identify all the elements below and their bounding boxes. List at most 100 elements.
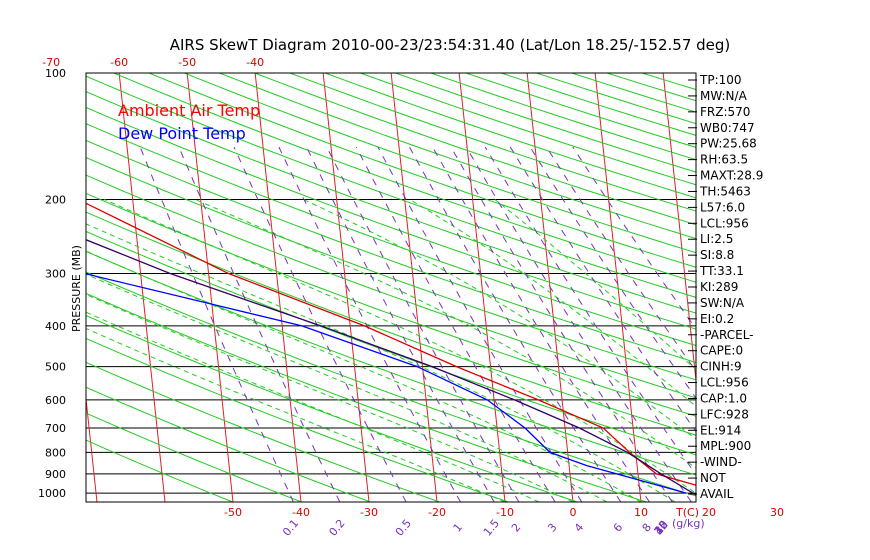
moist-adiabat-line bbox=[86, 311, 540, 502]
mixing-ratio-line bbox=[572, 146, 696, 330]
dry-adiabat-line bbox=[86, 139, 696, 364]
dry-adiabat-line bbox=[395, 73, 696, 173]
index-label: TP:100 bbox=[699, 73, 742, 87]
bottom-temp-tick-label: -50 bbox=[224, 506, 242, 519]
top-temp-tick-label: -70 bbox=[42, 56, 60, 69]
mixing-ratio-tick-label: 1.5 bbox=[481, 517, 502, 539]
dry-adiabat-line bbox=[86, 211, 696, 436]
index-label: MPL:900 bbox=[700, 439, 751, 453]
index-label: SW:N/A bbox=[700, 296, 745, 310]
top-temp-tick-label: -40 bbox=[246, 56, 264, 69]
mixing-ratio-line bbox=[432, 146, 650, 502]
pressure-tick-label: 1000 bbox=[38, 487, 66, 500]
dry-adiabat-line bbox=[86, 192, 696, 417]
mixing-ratio-tick-label: 6 bbox=[611, 521, 625, 535]
dry-adiabat-line bbox=[86, 123, 696, 347]
moist-adiabat-line bbox=[86, 293, 574, 502]
index-label: AVAIL bbox=[700, 487, 734, 501]
mixing-ratio-line bbox=[509, 146, 696, 433]
legend-ambient-air-temp: Ambient Air Temp bbox=[118, 101, 260, 120]
index-label: LFC:928 bbox=[700, 407, 749, 421]
mixing-ratio-line bbox=[484, 146, 696, 476]
mixing-ratio-line bbox=[178, 146, 341, 502]
axis-labels: 1002003004005006007008009001000-120-110-… bbox=[38, 56, 784, 539]
bottom-temp-tick-label: -20 bbox=[428, 506, 446, 519]
index-label: NOT bbox=[700, 471, 726, 485]
bottom-temp-tick-label: 10 bbox=[634, 506, 648, 519]
index-label: CINH:9 bbox=[700, 360, 742, 374]
moist-adiabat-line bbox=[494, 199, 696, 371]
mixing-ratio-line bbox=[377, 146, 583, 502]
mixing-ratio-tick-label: 0.5 bbox=[393, 517, 414, 539]
index-label: FRZ:570 bbox=[700, 105, 750, 119]
dry-adiabat-line bbox=[360, 73, 696, 186]
moist-adiabat-line bbox=[104, 199, 696, 494]
series-dew-point-temp bbox=[86, 273, 687, 494]
pressure-tick-label: 400 bbox=[45, 320, 66, 333]
dry-adiabat-line bbox=[219, 73, 696, 240]
isotherm-line bbox=[799, 73, 845, 502]
dry-adiabat-line bbox=[86, 412, 302, 502]
mixing-ratio-line bbox=[233, 146, 407, 502]
dry-adiabat-line bbox=[86, 75, 696, 298]
dry-adiabat-line bbox=[86, 106, 696, 330]
index-label: CAPE:0 bbox=[700, 344, 743, 358]
index-label: LCL:956 bbox=[700, 216, 749, 230]
bottom-temp-tick-label: 30 bbox=[770, 506, 784, 519]
moist-adiabat-line bbox=[86, 250, 642, 502]
dry-adiabat-line bbox=[430, 73, 696, 161]
moist-adiabat-line bbox=[303, 199, 696, 440]
dry-adiabat-line bbox=[86, 337, 509, 502]
index-label: TT:33.1 bbox=[699, 264, 744, 278]
dry-adiabat-line bbox=[465, 73, 696, 148]
moist-adiabat-line bbox=[409, 199, 696, 408]
bottom-temp-tick-label: -40 bbox=[292, 506, 310, 519]
mixing-ratio-tick-label: 1 bbox=[451, 521, 465, 535]
index-label: MAXT:28.9 bbox=[700, 169, 763, 183]
dry-adiabat-line bbox=[324, 73, 696, 199]
dry-adiabat-line bbox=[86, 315, 578, 502]
index-label: -PARCEL- bbox=[700, 328, 754, 342]
mixing-ratio-tick-label: 4 bbox=[572, 521, 586, 535]
isotherm-line bbox=[390, 73, 438, 502]
isotherm-line bbox=[0, 73, 29, 502]
dry-adiabat-line bbox=[86, 174, 696, 399]
index-label: SI:8.8 bbox=[700, 248, 734, 262]
profile-series bbox=[86, 202, 696, 496]
pressure-tick-label: 600 bbox=[45, 394, 66, 407]
bottom-temp-tick-label: -30 bbox=[360, 506, 378, 519]
isotherm-line bbox=[594, 73, 642, 502]
index-label: TH:5463 bbox=[699, 184, 751, 198]
dry-adiabat-line bbox=[289, 73, 696, 212]
mixing-ratio-unit-label: (g/kg) bbox=[672, 517, 705, 530]
dry-adiabat-line bbox=[184, 73, 696, 254]
pressure-tick-label: 900 bbox=[45, 468, 66, 481]
dry-adiabat-line bbox=[86, 271, 696, 497]
index-label: L57:6.0 bbox=[700, 200, 745, 214]
pressure-tick-label: 100 bbox=[45, 67, 66, 80]
moist-adiabat-line bbox=[86, 273, 608, 502]
moist-adiabat-line bbox=[195, 199, 696, 469]
index-label: KI:289 bbox=[700, 280, 738, 294]
legend-dew-point-temp: Dew Point Temp bbox=[118, 124, 246, 143]
mixing-ratio-line bbox=[546, 146, 696, 372]
bottom-temp-tick-label: 0 bbox=[570, 506, 577, 519]
pressure-tick-label: 300 bbox=[45, 267, 66, 280]
pressure-tick-label: 200 bbox=[45, 193, 66, 206]
series-parcel-profile bbox=[86, 239, 696, 496]
dry-adiabat-line bbox=[254, 73, 696, 226]
mixing-ratio-line bbox=[450, 146, 673, 502]
index-label: LCL:956 bbox=[700, 376, 749, 390]
temp-unit-label: T(C) bbox=[675, 506, 699, 519]
grid-lines bbox=[0, 73, 845, 502]
y-axis-label: PRESSURE (MB) bbox=[70, 245, 83, 332]
index-label: PW:25.68 bbox=[700, 137, 757, 151]
index-label: -WIND- bbox=[700, 455, 742, 469]
mixing-ratio-tick-label: 2 bbox=[509, 521, 523, 535]
index-label: EI:0.2 bbox=[700, 312, 734, 326]
mixing-ratio-line bbox=[465, 146, 692, 502]
dry-adiabat-line bbox=[86, 361, 440, 502]
bottom-temp-tick-label: 20 bbox=[702, 506, 716, 519]
isotherm-line bbox=[662, 73, 696, 386]
